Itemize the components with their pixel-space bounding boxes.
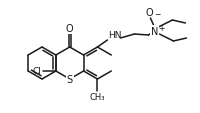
Text: +: + [158,23,165,32]
Text: S: S [67,74,73,84]
Text: Cl: Cl [33,67,42,76]
Text: O: O [66,24,74,34]
Text: N: N [151,27,158,37]
Text: O: O [146,8,153,18]
Text: HN: HN [108,31,122,40]
Text: −: − [154,10,161,19]
Text: CH₃: CH₃ [90,92,105,101]
